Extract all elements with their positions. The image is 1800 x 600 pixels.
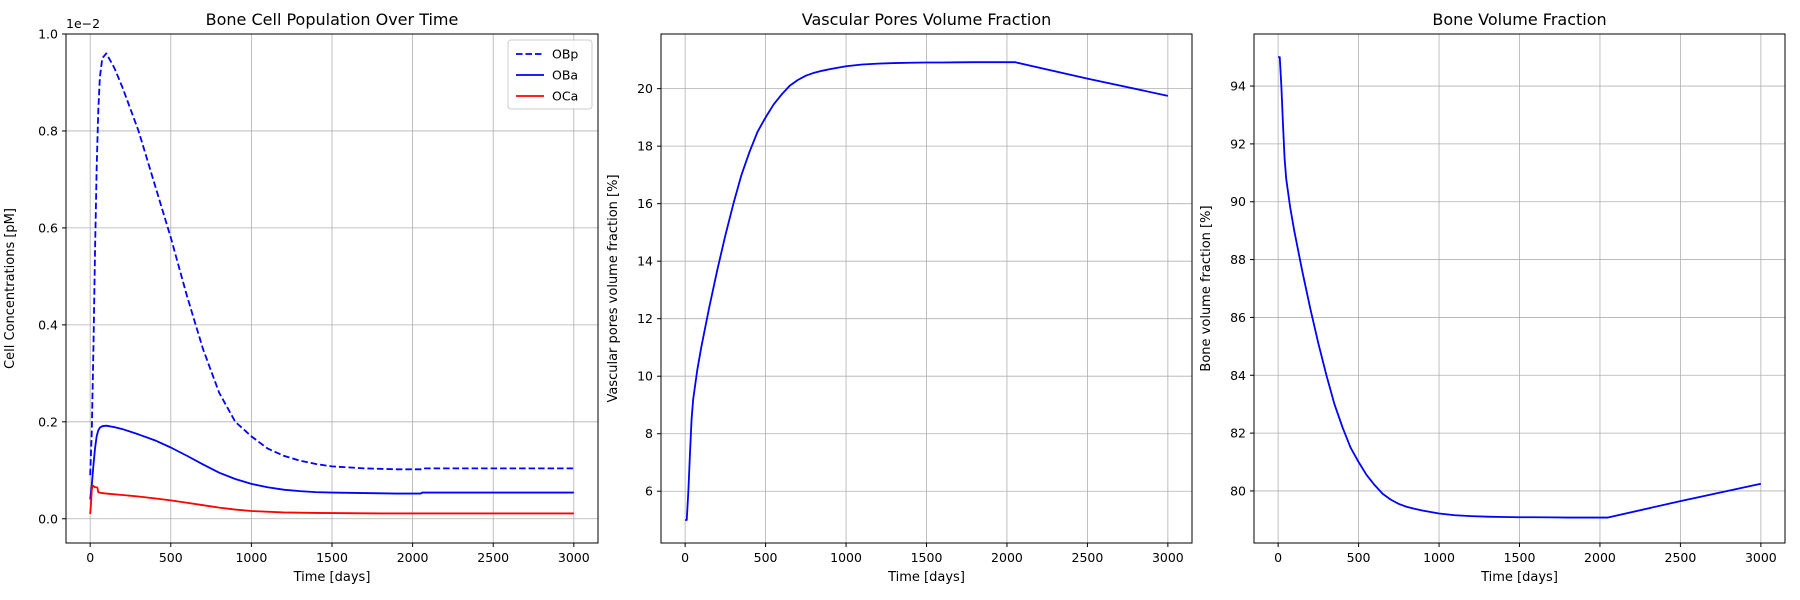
y-tick-label: 20 — [637, 81, 653, 96]
y-tick-label: 86 — [1230, 310, 1246, 325]
series-line-1 — [685, 61, 1169, 521]
x-tick-label: 1500 — [911, 550, 943, 565]
x-tick-label: 1000 — [235, 550, 267, 565]
chart-title: Bone Cell Population Over Time — [206, 10, 459, 29]
x-tick-label: 3000 — [1152, 550, 1184, 565]
x-tick-label: 2500 — [477, 550, 509, 565]
x-axis-label: Time [days] — [293, 570, 371, 585]
x-tick-label: 0 — [681, 550, 689, 565]
chart-title: Bone Volume Fraction — [1432, 10, 1606, 29]
chart-title: Vascular Pores Volume Fraction — [802, 10, 1052, 29]
legend-box — [507, 39, 593, 110]
legend-label-obp: OBp — [552, 47, 578, 62]
y-axis-label: Vascular pores volume fraction [%] — [606, 174, 621, 402]
x-tick-label: 3000 — [1745, 550, 1777, 565]
series-line-oba — [89, 424, 574, 500]
x-tick-label: 500 — [159, 550, 183, 565]
x-tick-label: 2000 — [397, 550, 429, 565]
chart-panel-2: 0 500 1000 1500 2000 2500 3000 6 8 10 12 14 16 18 20 Va… — [606, 10, 1193, 585]
legend-label-oba: OBa — [552, 68, 578, 83]
x-tick-label: 2000 — [991, 550, 1023, 565]
x-tick-label: 2500 — [1072, 550, 1104, 565]
y-tick-label: 6 — [645, 484, 653, 499]
x-tick-label: 2500 — [1665, 550, 1697, 565]
y-tick-label: 0.0 — [38, 511, 58, 526]
y-tick-label: 0.6 — [38, 220, 58, 235]
x-tick-label: 0 — [86, 550, 94, 565]
chart-panel-3: 0 500 1000 1500 2000 2500 3000 80 82 84 86 88 90 92 94… — [1199, 10, 1786, 585]
y-tick-label: 10 — [637, 369, 653, 384]
y-offset-label: 1e−2 — [66, 16, 100, 31]
x-tick-label: 1500 — [316, 550, 348, 565]
x-axis-label: Time [days] — [1480, 570, 1558, 585]
y-tick-label: 16 — [637, 196, 653, 211]
x-tick-label: 1000 — [1423, 550, 1455, 565]
x-tick-label: 2000 — [1584, 550, 1616, 565]
y-tick-label: 18 — [637, 139, 653, 154]
y-tick-label: 88 — [1230, 252, 1246, 267]
y-tick-label: 8 — [645, 426, 653, 441]
y-tick-label: 94 — [1230, 79, 1246, 94]
y-tick-label: 0.4 — [38, 317, 58, 332]
y-tick-label: 92 — [1230, 136, 1246, 151]
y-axis-label: Cell Concentrations [pM] — [3, 208, 18, 369]
y-tick-label: 0.8 — [38, 123, 58, 138]
y-tick-label: 14 — [637, 254, 653, 269]
chart-panel-1: 0 500 1000 1500 2000 2500 3000 0.0 0.2 0.4 0.6 0.8 1… — [3, 10, 599, 585]
x-tick-label: 500 — [1347, 550, 1371, 565]
x-axis-label: Time [days] — [887, 570, 965, 585]
x-tick-label: 3000 — [558, 550, 590, 565]
legend-label-oca: OCa — [552, 89, 578, 104]
x-tick-label: 1000 — [830, 550, 862, 565]
y-tick-label: 1.0 — [38, 27, 58, 42]
x-tick-label: 500 — [754, 550, 778, 565]
y-tick-label: 0.2 — [38, 414, 58, 429]
series-line-obp — [89, 52, 574, 476]
series-line-1 — [1278, 56, 1762, 519]
y-tick-label: 80 — [1230, 483, 1246, 498]
y-tick-label: 90 — [1230, 194, 1246, 209]
x-tick-label: 0 — [1274, 550, 1282, 565]
legend: OBp OBa OCa — [507, 39, 593, 110]
series-line-oca — [89, 484, 574, 515]
y-axis-label: Bone volume fraction [%] — [1199, 205, 1214, 371]
y-tick-label: 84 — [1230, 368, 1246, 383]
y-tick-label: 82 — [1230, 426, 1246, 441]
y-tick-label: 12 — [637, 311, 653, 326]
x-tick-label: 1500 — [1504, 550, 1536, 565]
